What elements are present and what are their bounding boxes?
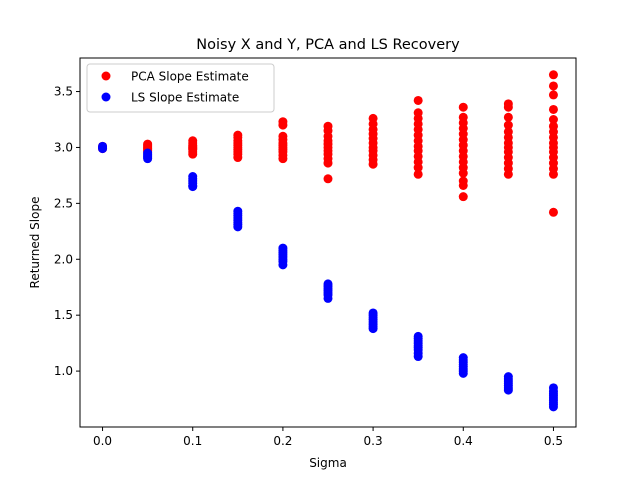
data-point <box>233 222 242 231</box>
x-tick-label: 0.4 <box>454 434 473 448</box>
data-point <box>549 70 558 79</box>
y-tick-label: 2.0 <box>54 252 73 266</box>
data-point <box>459 169 468 178</box>
data-point <box>549 105 558 114</box>
y-tick-label: 3.0 <box>54 140 73 154</box>
data-point <box>188 150 197 159</box>
data-point <box>324 174 333 183</box>
data-point <box>459 103 468 112</box>
x-tick-label: 0.5 <box>544 434 563 448</box>
data-point <box>324 159 333 168</box>
data-point <box>549 81 558 90</box>
data-point <box>324 294 333 303</box>
data-point <box>504 103 513 112</box>
data-point <box>504 170 513 179</box>
data-point <box>233 153 242 162</box>
x-tick-label: 0.1 <box>183 434 202 448</box>
data-point <box>414 170 423 179</box>
x-tick-label: 0.2 <box>273 434 292 448</box>
y-tick-label: 3.5 <box>54 85 73 99</box>
data-point <box>459 192 468 201</box>
data-point <box>549 402 558 411</box>
x-tick-label: 0.3 <box>364 434 383 448</box>
data-point <box>549 208 558 217</box>
x-axis-label: Sigma <box>309 456 347 470</box>
data-point <box>414 96 423 105</box>
data-point <box>369 324 378 333</box>
legend-marker <box>102 93 111 102</box>
data-point <box>459 369 468 378</box>
data-point <box>414 352 423 361</box>
data-point <box>278 260 287 269</box>
data-point <box>549 170 558 179</box>
data-point <box>98 144 107 153</box>
data-point <box>549 90 558 99</box>
data-point <box>143 154 152 163</box>
data-point <box>504 113 513 122</box>
data-point <box>278 154 287 163</box>
chart-title: Noisy X and Y, PCA and LS Recovery <box>196 37 460 53</box>
x-tick-label: 0.0 <box>93 434 112 448</box>
data-point <box>278 121 287 130</box>
legend: PCA Slope Estimate LS Slope Estimate <box>87 64 274 112</box>
legend-label: LS Slope Estimate <box>131 91 239 105</box>
data-point <box>504 386 513 395</box>
data-point <box>369 160 378 169</box>
y-axis-label: Returned Slope <box>28 197 42 289</box>
data-point <box>188 182 197 191</box>
legend-marker <box>102 72 111 81</box>
y-tick-label: 1.0 <box>54 364 73 378</box>
data-point <box>459 181 468 190</box>
legend-label: PCA Slope Estimate <box>131 70 249 84</box>
y-tick-label: 1.5 <box>54 308 73 322</box>
y-tick-label: 2.5 <box>54 196 73 210</box>
